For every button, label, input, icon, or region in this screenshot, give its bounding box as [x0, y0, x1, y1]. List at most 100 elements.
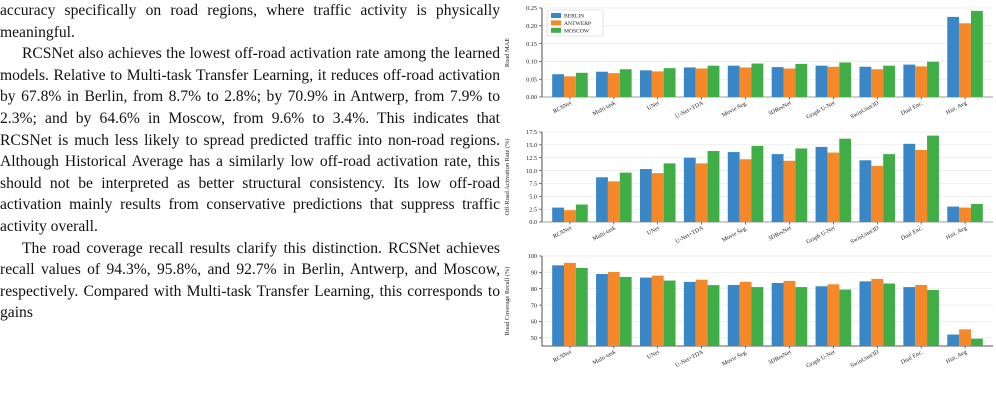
- x-tick-label: Hist. Avg: [945, 225, 968, 241]
- bar-moscow-7: [839, 62, 852, 97]
- bar-moscow-6: [795, 287, 808, 346]
- bar-moscow-10: [970, 204, 983, 222]
- bar-moscow-2: [619, 172, 632, 222]
- bar-antwerp-3: [651, 71, 664, 97]
- legend-swatch-moscow: [551, 27, 561, 33]
- bar-antwerp-2: [607, 272, 620, 346]
- bar-berlin-2: [596, 71, 608, 97]
- bar-berlin-5: [727, 65, 740, 97]
- x-tick-label: Multi-task: [592, 100, 617, 117]
- legend-label-moscow: MOSCOW: [564, 28, 590, 34]
- body-text-column: accuracy specifically on road regions, w…: [0, 0, 500, 408]
- bar-antwerp-3: [651, 173, 664, 222]
- x-tick-label: Graph U-Net: [806, 349, 837, 369]
- bar-berlin-6: [771, 67, 784, 97]
- bar-antwerp-2: [607, 73, 620, 97]
- x-tick-label: RCSNet: [552, 100, 573, 115]
- bar-moscow-5: [751, 287, 764, 346]
- x-tick-label: Dual Enc.: [900, 225, 924, 242]
- bar-moscow-1: [575, 204, 588, 222]
- bar-berlin-3: [639, 70, 652, 97]
- bar-antwerp-3: [651, 275, 664, 346]
- bar-antwerp-4: [695, 68, 708, 97]
- x-tick-label: SwinUnet3D: [850, 225, 881, 245]
- bar-antwerp-2: [607, 181, 620, 222]
- bar-moscow-4: [707, 65, 720, 97]
- bar-moscow-9: [927, 135, 939, 222]
- y-tick-label: 0.10: [526, 59, 537, 66]
- bar-antwerp-10: [959, 23, 971, 98]
- x-tick-label: Hist. Avg: [945, 100, 968, 116]
- y-tick-label: 0.0: [529, 219, 537, 226]
- chart-panel-1: 0.00 0.05 0.10 0.15 0.20 0.25 Road MAE RCSNet Mu…: [504, 5, 993, 121]
- bar-moscow-6: [795, 63, 808, 97]
- y-tick-label: 0.20: [526, 23, 537, 30]
- y-tick-label: 15.0: [526, 142, 537, 149]
- x-tick-label: Multi-task: [592, 225, 617, 242]
- y-tick-label: 80: [531, 286, 537, 293]
- bar-moscow-10: [970, 338, 983, 346]
- bar-moscow-4: [707, 151, 720, 222]
- y-axis-label: Off-Road Activation Rate (%): [504, 138, 511, 215]
- x-tick-label: Graph U-Net: [806, 225, 837, 245]
- bar-moscow-6: [795, 148, 808, 222]
- bar-moscow-1: [575, 267, 588, 346]
- y-tick-label: 2.5: [529, 206, 537, 213]
- y-tick-label: 0.15: [526, 41, 537, 48]
- x-tick-label: U-Net+TDA: [675, 100, 706, 120]
- y-tick-label: 60: [531, 319, 537, 326]
- x-tick-label: UNet: [646, 349, 661, 361]
- bar-berlin-8: [859, 66, 872, 97]
- bar-berlin-2: [596, 177, 608, 222]
- bar-antwerp-9: [915, 150, 928, 222]
- bar-berlin-7: [815, 146, 828, 222]
- bar-berlin-10: [947, 16, 960, 97]
- bar-moscow-9: [927, 61, 939, 97]
- bar-berlin-2: [596, 274, 608, 346]
- bar-antwerp-9: [915, 284, 928, 346]
- y-tick-label: 12.5: [526, 155, 537, 162]
- bar-antwerp-7: [827, 284, 840, 346]
- bar-antwerp-9: [915, 66, 928, 97]
- y-axis-label: Road Coverage Recall (%): [504, 267, 511, 336]
- bar-berlin-4: [683, 157, 696, 222]
- y-tick-label: 90: [531, 270, 537, 277]
- bar-moscow-7: [839, 138, 852, 222]
- bar-berlin-6: [771, 154, 784, 222]
- bar-berlin-1: [552, 265, 565, 346]
- bar-antwerp-4: [695, 163, 708, 222]
- bar-berlin-6: [771, 283, 784, 346]
- paragraph-continuation: accuracy specifically on road regions, w…: [0, 2, 500, 41]
- bar-moscow-1: [575, 72, 588, 97]
- legend-label-berlin: BERLIN: [564, 14, 584, 20]
- bar-berlin-3: [639, 277, 652, 346]
- bar-berlin-8: [859, 160, 872, 222]
- x-tick-label: Movie Seg.: [721, 349, 749, 368]
- x-tick-label: RCSNet: [552, 225, 573, 240]
- bar-moscow-3: [663, 68, 676, 97]
- bar-berlin-1: [552, 207, 565, 222]
- y-tick-label: 0.05: [526, 76, 537, 83]
- x-tick-label: UNet: [646, 225, 661, 237]
- bar-antwerp-7: [827, 66, 840, 97]
- bar-antwerp-1: [564, 210, 576, 222]
- bar-antwerp-6: [783, 160, 796, 222]
- x-tick-label: Dual Enc.: [900, 100, 924, 117]
- bar-berlin-5: [727, 152, 740, 222]
- bar-moscow-8: [883, 65, 896, 97]
- bar-berlin-5: [727, 284, 740, 346]
- bar-antwerp-6: [783, 280, 796, 346]
- bar-berlin-1: [552, 74, 565, 97]
- x-tick-label: UNet: [646, 100, 661, 112]
- x-tick-label: Dual Enc.: [900, 349, 924, 366]
- chart-panel-2: 0.0 2.5 5.0 7.5 10.0 12.5 15.0 17.5 Off-Road Act…: [504, 129, 993, 246]
- y-tick-label: 0.00: [526, 94, 537, 101]
- bar-antwerp-1: [564, 262, 576, 346]
- bar-berlin-4: [683, 281, 696, 346]
- bar-antwerp-8: [871, 165, 884, 222]
- bar-moscow-3: [663, 280, 676, 346]
- bar-antwerp-4: [695, 279, 708, 346]
- y-tick-label: 70: [531, 302, 537, 309]
- x-tick-label: Multi-task: [592, 349, 617, 366]
